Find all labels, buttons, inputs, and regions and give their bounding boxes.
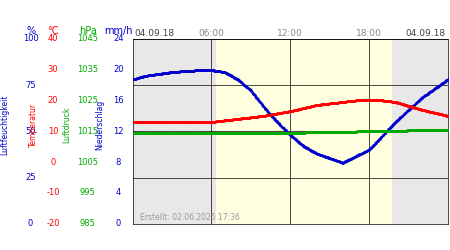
Text: hPa: hPa [79, 26, 97, 36]
Text: 50: 50 [25, 127, 36, 136]
Text: 0: 0 [116, 219, 121, 228]
Text: Erstellt: 02.06.2025 17:36: Erstellt: 02.06.2025 17:36 [140, 214, 239, 222]
Text: Luftdruck: Luftdruck [62, 107, 71, 143]
Text: 1015: 1015 [77, 127, 98, 136]
Text: 1005: 1005 [77, 158, 98, 166]
Text: 100: 100 [22, 34, 39, 43]
Text: 20: 20 [113, 65, 124, 74]
Text: 995: 995 [80, 188, 95, 198]
Text: mm/h: mm/h [104, 26, 133, 36]
Text: 75: 75 [25, 80, 36, 90]
Text: Temperatur: Temperatur [29, 103, 38, 147]
Text: 4: 4 [116, 188, 121, 198]
Text: 30: 30 [48, 65, 58, 74]
Text: 0: 0 [28, 219, 33, 228]
Text: 40: 40 [48, 34, 58, 43]
Text: 12:00: 12:00 [277, 28, 303, 38]
Text: 04.09.18: 04.09.18 [406, 28, 446, 38]
Text: 1025: 1025 [77, 96, 98, 105]
Text: 12: 12 [113, 127, 124, 136]
Text: °C: °C [47, 26, 59, 36]
Bar [216, 39, 392, 224]
Text: 06:00: 06:00 [198, 28, 225, 38]
Text: 1045: 1045 [77, 34, 98, 43]
Text: -10: -10 [46, 188, 60, 198]
Text: 16: 16 [113, 96, 124, 105]
Text: Niederschlag: Niederschlag [95, 100, 104, 150]
Text: 04.09.18: 04.09.18 [135, 28, 175, 38]
Text: 1035: 1035 [77, 65, 98, 74]
Text: Luftfeuchtigkeit: Luftfeuchtigkeit [0, 95, 9, 155]
Text: 8: 8 [116, 158, 121, 166]
Text: 20: 20 [48, 96, 58, 105]
Text: 985: 985 [80, 219, 96, 228]
Text: -20: -20 [46, 219, 60, 228]
Text: 0: 0 [50, 158, 56, 166]
Text: 10: 10 [48, 127, 58, 136]
Text: %: % [26, 26, 35, 36]
Text: 25: 25 [25, 173, 36, 182]
Text: 18:00: 18:00 [356, 28, 382, 38]
Text: 24: 24 [113, 34, 124, 43]
